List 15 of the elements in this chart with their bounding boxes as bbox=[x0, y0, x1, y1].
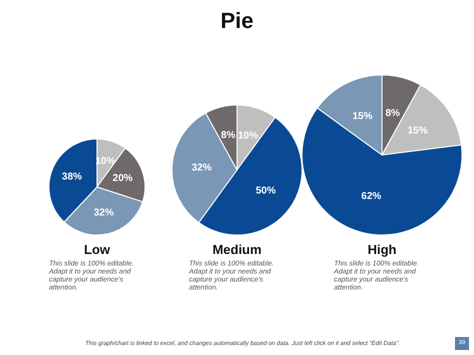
text: Low bbox=[84, 242, 111, 257]
text: Pie bbox=[219, 8, 255, 34]
text: High bbox=[368, 242, 396, 257]
data-label: 32% bbox=[192, 162, 212, 174]
data-label: 15% bbox=[352, 111, 373, 122]
data-label: 8% bbox=[220, 130, 236, 142]
data-label: 15% bbox=[408, 125, 428, 136]
data-label: 50% bbox=[256, 185, 276, 196]
data-label: 32% bbox=[94, 208, 114, 219]
data-label: 8% bbox=[385, 108, 400, 119]
data-label: 10% bbox=[238, 130, 258, 142]
data-label: 20% bbox=[112, 173, 133, 184]
data-label: 38% bbox=[62, 172, 82, 183]
data-label: 62% bbox=[361, 191, 382, 202]
text: Medium bbox=[212, 242, 262, 257]
